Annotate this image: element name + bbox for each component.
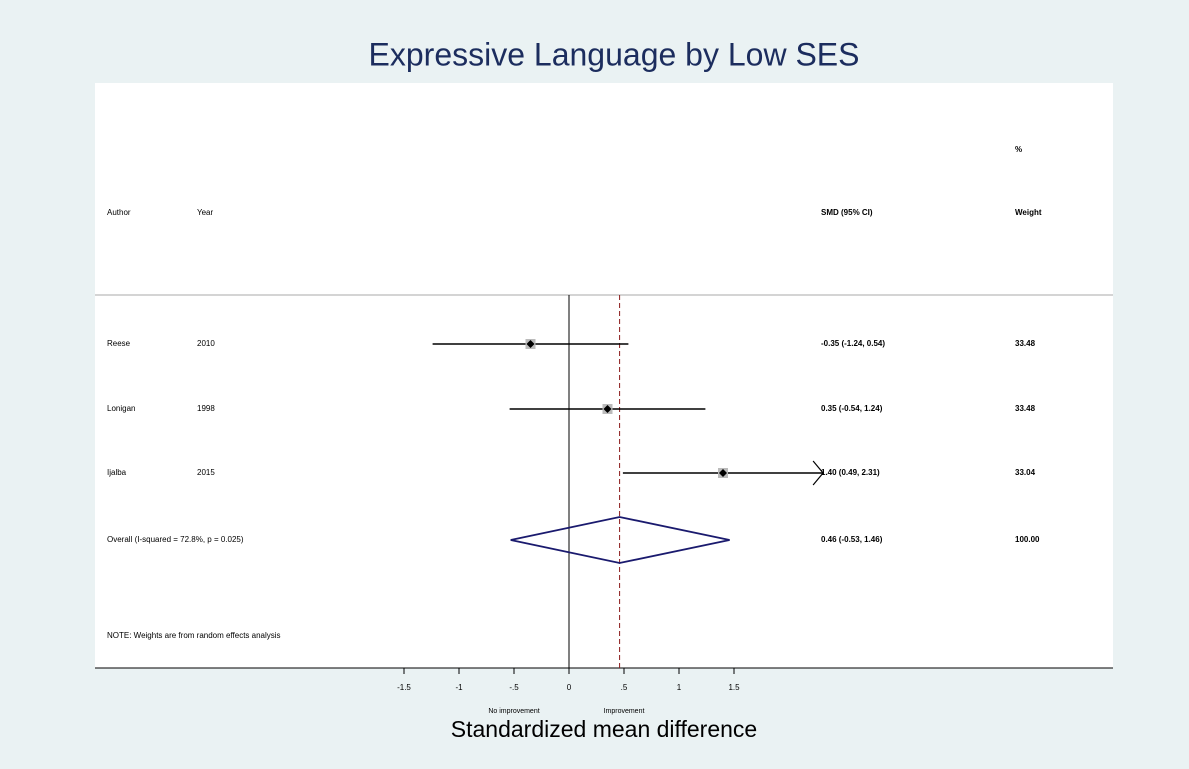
overall-weight: 100.00 <box>1015 535 1040 544</box>
overall-diamond <box>510 516 730 564</box>
point <box>526 340 535 348</box>
note: NOTE: Weights are from random effects an… <box>107 631 281 640</box>
header-weight: Weight <box>1015 208 1042 217</box>
chart-title: Expressive Language by Low SES <box>369 36 860 72</box>
ci-label: -0.35 (-1.24, 0.54) <box>821 339 885 348</box>
ci-label: 1.40 (0.49, 2.31) <box>821 468 880 477</box>
point <box>719 469 727 477</box>
x-tick-label: 0 <box>567 683 572 692</box>
year: 2010 <box>197 339 215 348</box>
x-axis-title: Standardized mean difference <box>451 716 757 742</box>
ci-label: 0.35 (-0.54, 1.24) <box>821 404 883 413</box>
overall-label: Overall (I-squared = 72.8%, p = 0.025) <box>107 535 244 544</box>
ci-arrow <box>812 460 824 486</box>
point <box>603 405 612 413</box>
x-tick-label: 1 <box>677 683 682 692</box>
x-tick-label: -.5 <box>509 683 519 692</box>
header-year: Year <box>197 208 214 217</box>
x-tick-label: -1 <box>455 683 463 692</box>
author: Reese <box>107 339 131 348</box>
right-label: Improvement <box>604 708 645 715</box>
header-author: Author <box>107 208 131 217</box>
year: 2015 <box>197 468 215 477</box>
x-tick-label: -1.5 <box>397 683 411 692</box>
year: 1998 <box>197 404 215 413</box>
header-ci: SMD (95% CI) <box>821 208 873 217</box>
author: Ijalba <box>107 468 127 477</box>
weight-label: 33.48 <box>1015 339 1036 348</box>
weight-label: 33.48 <box>1015 404 1036 413</box>
plot-area <box>95 83 1113 668</box>
left-label: No improvement <box>488 708 539 715</box>
header-weight-top: % <box>1015 145 1022 154</box>
x-tick-label: .5 <box>621 683 628 692</box>
overall-ci-label: 0.46 (-0.53, 1.46) <box>821 535 883 544</box>
author: Lonigan <box>107 404 135 413</box>
weight-label: 33.04 <box>1015 468 1036 477</box>
x-tick-label: 1.5 <box>728 683 740 692</box>
